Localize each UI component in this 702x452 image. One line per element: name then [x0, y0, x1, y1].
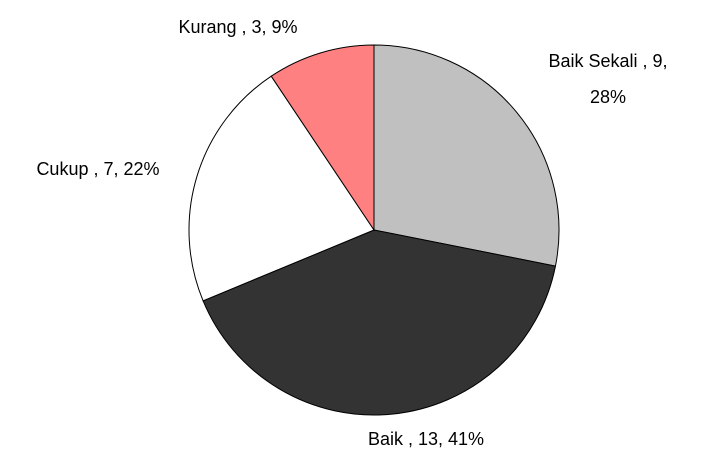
label-value: 7: [103, 159, 113, 179]
data-label: Baik , 13, 41%: [368, 429, 484, 449]
label-value: 3: [252, 17, 262, 37]
label-category: Kurang: [178, 17, 236, 37]
label-category: Baik: [368, 429, 404, 449]
label-percent: 22%: [124, 159, 160, 179]
pie-slice: [202, 229, 557, 416]
pie-slice: [373, 44, 560, 267]
pie-slice: [188, 75, 375, 302]
data-label: Cukup , 7, 22%: [36, 159, 159, 179]
label-category: Baik Sekali: [548, 51, 637, 71]
label-category: Cukup: [36, 159, 88, 179]
data-label: Kurang , 3, 9%: [178, 17, 297, 37]
label-percent: 41%: [448, 429, 484, 449]
data-label: Baik Sekali , 9, 28%: [548, 51, 667, 107]
label-value: 9: [653, 51, 663, 71]
label-percent: 28%: [590, 87, 626, 107]
label-value: 13: [418, 429, 438, 449]
pie-slice: [270, 44, 375, 232]
label-percent: 9%: [272, 17, 298, 37]
